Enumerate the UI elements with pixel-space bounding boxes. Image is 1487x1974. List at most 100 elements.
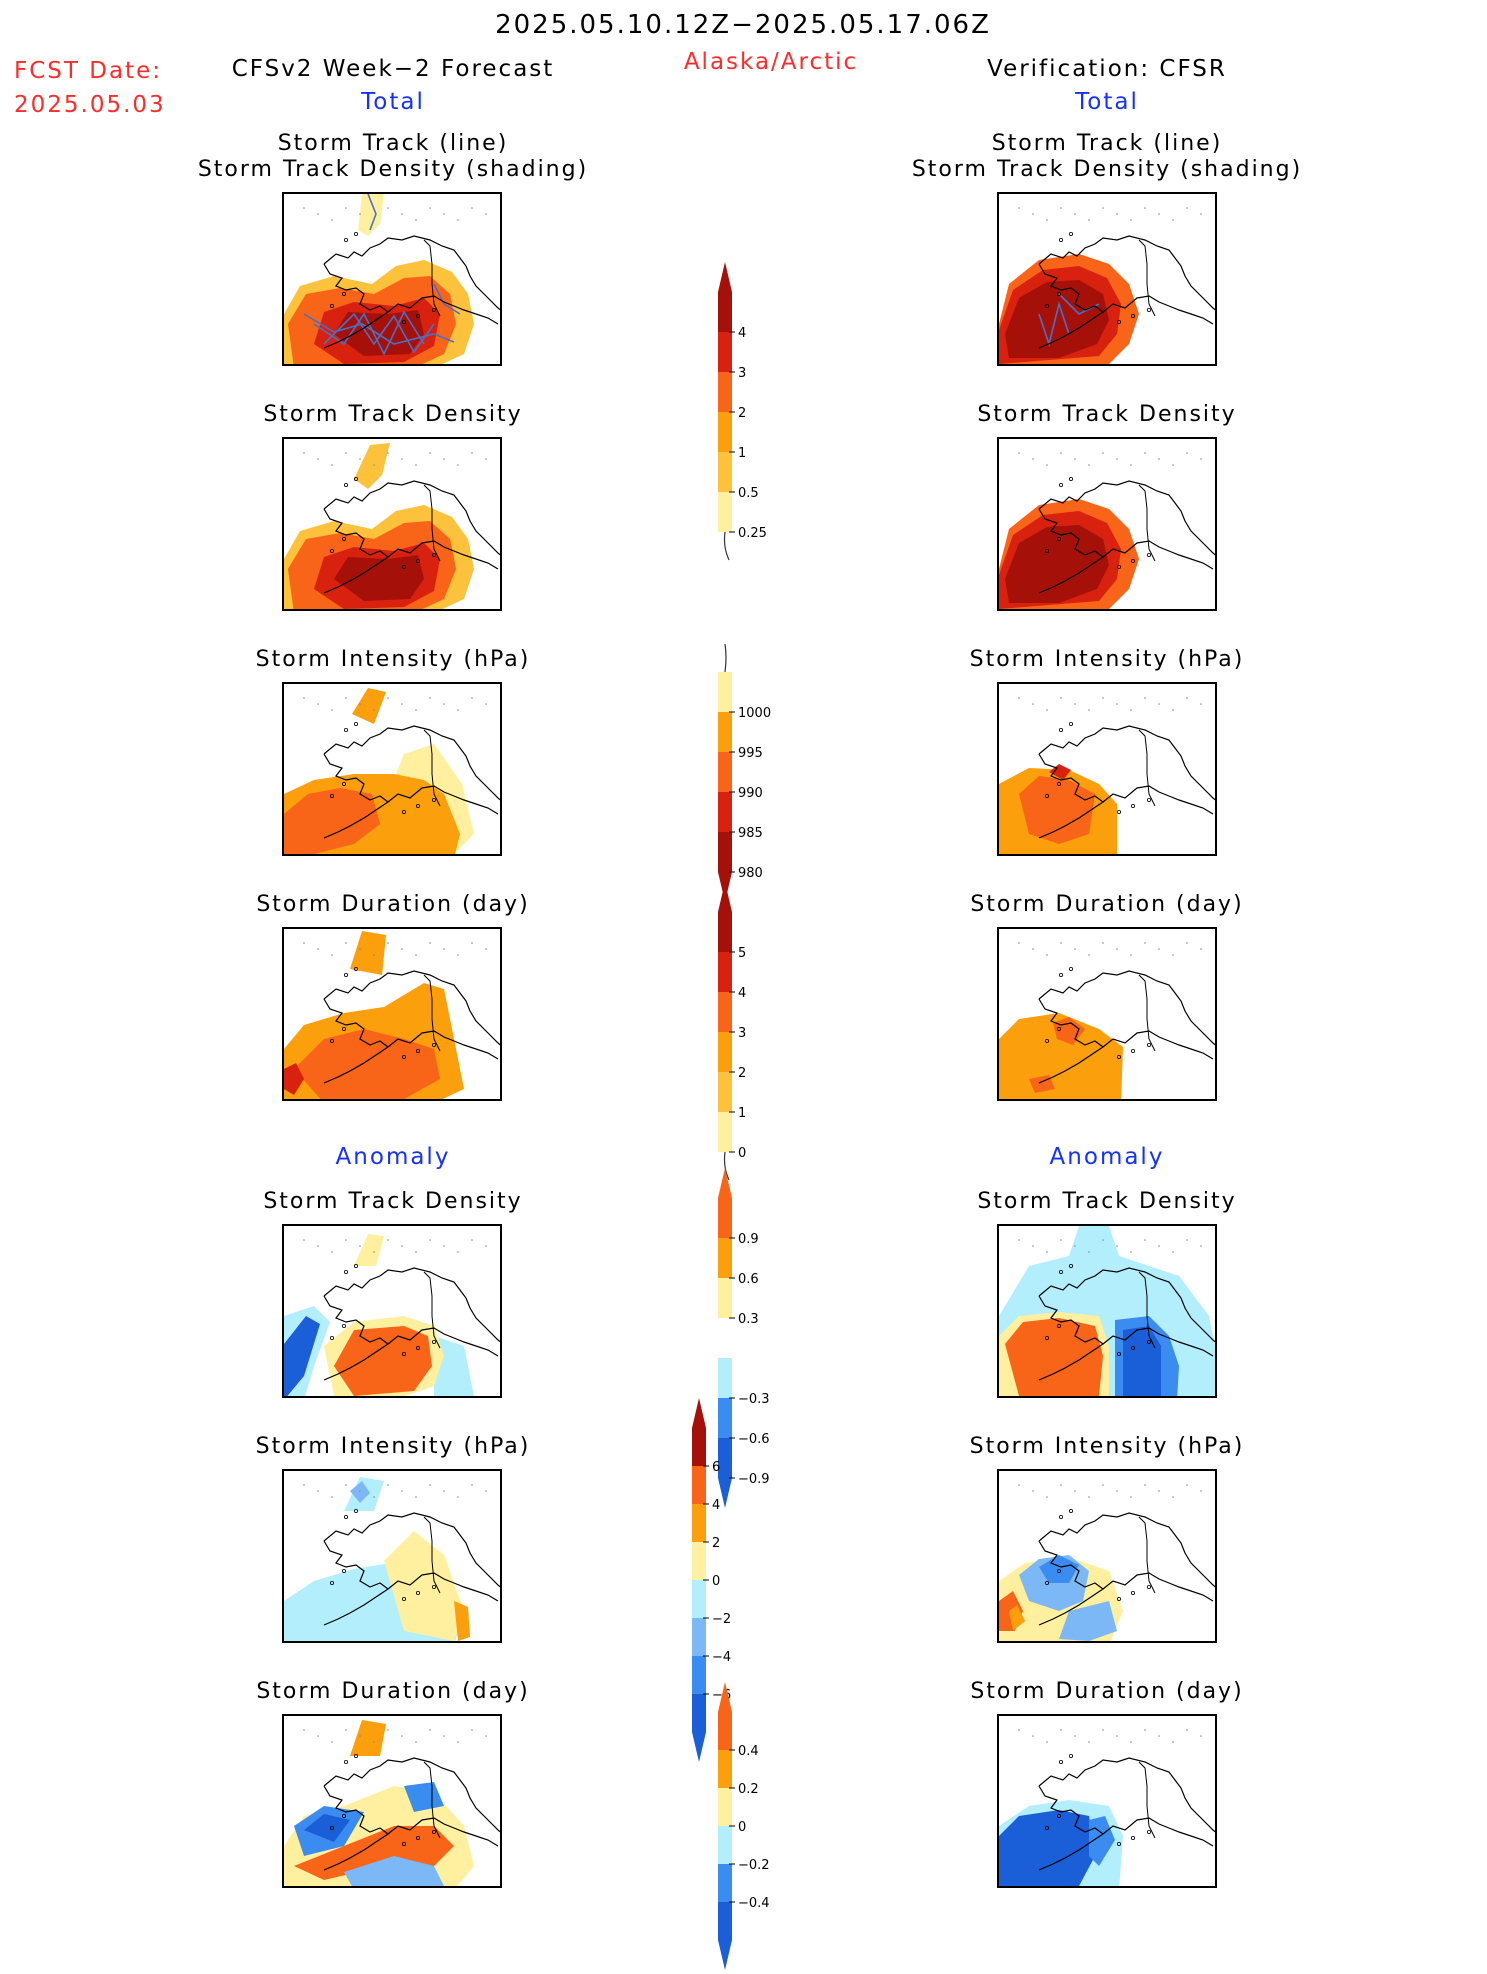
- graticule-dot: [1018, 1729, 1020, 1731]
- island: [1059, 728, 1064, 733]
- graticule-dot: [1032, 703, 1034, 705]
- graticule-dot: [1088, 1496, 1090, 1498]
- graticule-dot: [429, 207, 431, 209]
- coastline: [323, 998, 390, 1084]
- graticule-dot: [331, 1741, 333, 1743]
- colorbar-top-arrow: [718, 882, 732, 912]
- island: [1045, 1039, 1050, 1044]
- colorbar-swatch: [718, 452, 732, 492]
- island: [415, 559, 420, 564]
- graticule-dot: [485, 1490, 487, 1492]
- graticule-dot: [1046, 219, 1048, 221]
- graticule-dot: [317, 1490, 319, 1492]
- graticule-dot: [401, 703, 403, 705]
- graticule-dot: [1102, 1729, 1104, 1731]
- coastline: [387, 1327, 499, 1357]
- colorbar-swatch: [718, 1112, 732, 1152]
- title-intensity-left: Storm Intensity (hPa): [255, 647, 531, 672]
- coastline: [1038, 725, 1215, 801]
- island: [1117, 1055, 1122, 1060]
- island: [1146, 308, 1151, 313]
- island: [1059, 973, 1064, 978]
- map-forecast-intensity-anomaly: [282, 1469, 502, 1643]
- border-line: [1138, 239, 1156, 317]
- graticule-dot: [1158, 703, 1160, 705]
- island: [1130, 1346, 1135, 1351]
- island: [1069, 1509, 1074, 1514]
- colorbar-tick-label: 0: [712, 1574, 720, 1589]
- graticule-dot: [485, 948, 487, 950]
- colorbar-tick-label: −0.4: [738, 1896, 770, 1911]
- graticule-dot: [317, 1245, 319, 1247]
- graticule-dot: [1102, 207, 1104, 209]
- graticule-dot: [1200, 948, 1202, 950]
- island: [431, 553, 436, 558]
- verification-title: Verification: CFSR: [987, 56, 1227, 82]
- colorbar-tick-label: 4: [738, 986, 746, 1001]
- graticule-dot: [429, 942, 431, 944]
- shaded-region: [454, 1601, 470, 1641]
- colorbar-tick-label: 0.9: [738, 1232, 759, 1247]
- island: [330, 794, 335, 799]
- map-verification-duration: [997, 927, 1217, 1101]
- graticule-dot: [1018, 942, 1020, 944]
- title-track-line-left: Storm Track (line): [277, 131, 509, 156]
- coastline: [323, 1512, 500, 1588]
- graticule-dot: [1158, 1245, 1160, 1247]
- coastline: [1038, 480, 1215, 556]
- graticule-dot: [1144, 1239, 1146, 1241]
- island: [1057, 292, 1062, 297]
- storm-track-line: [313, 310, 425, 356]
- graticule-dot: [1074, 213, 1076, 215]
- island: [1057, 782, 1062, 787]
- island: [354, 232, 359, 237]
- map-svg: [999, 452, 1215, 609]
- colorbar-tick-label: 1000: [738, 706, 771, 721]
- graticule-dot: [1172, 954, 1174, 956]
- graticule-dot: [1088, 219, 1090, 221]
- title-anom-intensity-right: Storm Intensity (hPa): [969, 1434, 1245, 1459]
- colorbar-swatch: [718, 1318, 732, 1358]
- island: [330, 1826, 335, 1831]
- graticule-dot: [443, 458, 445, 460]
- graticule-dot: [1046, 709, 1048, 711]
- shaded-region: [354, 1234, 384, 1266]
- graticule-dot: [331, 709, 333, 711]
- colorbar-swatch: [718, 672, 732, 712]
- coastline: [1102, 540, 1214, 570]
- colorbar-duration_anom-svg: 0.4 0.2 0 −0.2 −0.4: [718, 1682, 770, 1970]
- map-svg: [284, 931, 500, 1099]
- colorbar-swatch: [692, 1580, 706, 1618]
- graticule-dot: [1032, 1735, 1034, 1737]
- graticule-dot: [1186, 452, 1188, 454]
- graticule-dot: [1018, 452, 1020, 454]
- colorbar-swatch: [692, 1618, 706, 1656]
- island: [1059, 238, 1064, 243]
- shaded-region: [304, 1814, 350, 1842]
- colorbar-bottom-tail: [723, 1151, 730, 1181]
- graticule-dot: [303, 697, 305, 699]
- graticule-dot: [1102, 1484, 1104, 1486]
- island: [1045, 549, 1050, 554]
- shaded-region: [350, 931, 386, 975]
- shaded-region: [334, 1326, 432, 1396]
- graticule-dot: [359, 458, 361, 460]
- island: [330, 304, 335, 309]
- colorbar-tick-label: −0.6: [738, 1432, 770, 1447]
- map-svg: [284, 688, 500, 854]
- graticule-dot: [471, 207, 473, 209]
- island: [1045, 1826, 1050, 1831]
- graticule-dot: [429, 1729, 431, 1731]
- colorbar-bottom-tail: [723, 531, 730, 561]
- graticule-dot: [1074, 1245, 1076, 1247]
- colorbar-swatch: [718, 952, 732, 992]
- graticule-dot: [1186, 1239, 1188, 1241]
- graticule-dot: [443, 1490, 445, 1492]
- border-line: [1138, 1516, 1156, 1594]
- title-anom-duration-left: Storm Duration (day): [256, 1679, 530, 1704]
- graticule-dot: [471, 1729, 473, 1731]
- graticule-dot: [331, 219, 333, 221]
- coastline: [1102, 785, 1214, 815]
- graticule-dot: [1186, 942, 1188, 944]
- graticule-dot: [471, 1239, 473, 1241]
